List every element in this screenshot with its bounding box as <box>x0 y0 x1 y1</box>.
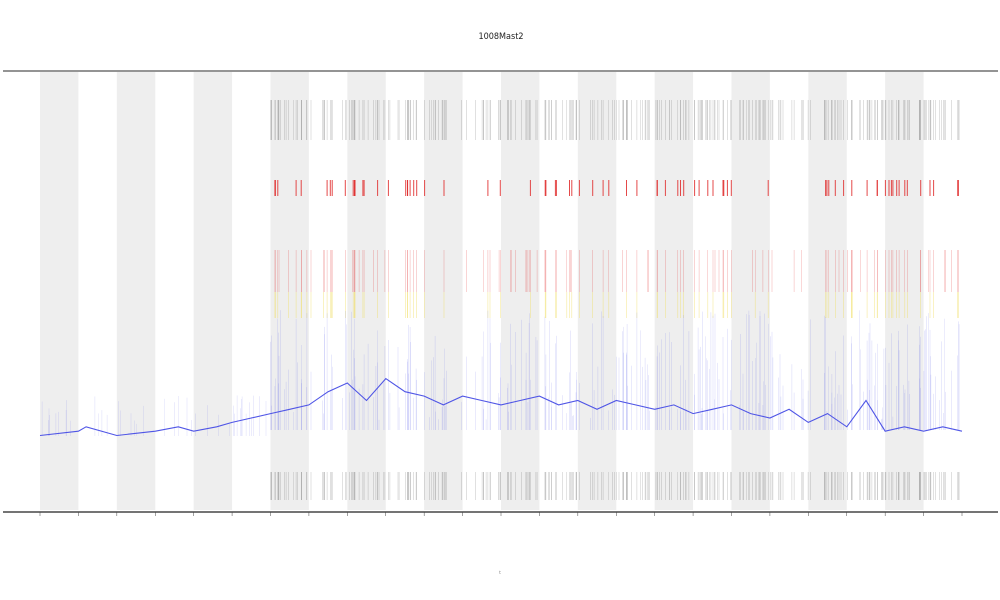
shaded-band-3 <box>270 72 309 510</box>
series-layer <box>39 377 963 437</box>
shaded-bands <box>40 72 924 510</box>
shaded-band-6 <box>501 72 540 510</box>
spike-marks <box>41 100 960 500</box>
shaded-band-10 <box>808 72 847 510</box>
activity-marks <box>41 100 960 500</box>
shaded-band-8 <box>654 72 694 510</box>
shaded-band-5 <box>424 72 463 510</box>
shaded-band-4 <box>347 72 386 510</box>
x-axis-label: t <box>499 570 501 575</box>
series-line-0 <box>39 377 963 437</box>
shaded-band-7 <box>577 72 617 510</box>
x-ticks <box>39 512 963 516</box>
chart-title: 1008Mast2 <box>478 32 523 42</box>
shaded-band-2 <box>193 72 233 510</box>
shaded-band-1 <box>116 72 156 510</box>
shaded-band-11 <box>885 72 924 510</box>
shaded-band-9 <box>731 72 770 510</box>
shaded-band-0 <box>40 72 79 510</box>
